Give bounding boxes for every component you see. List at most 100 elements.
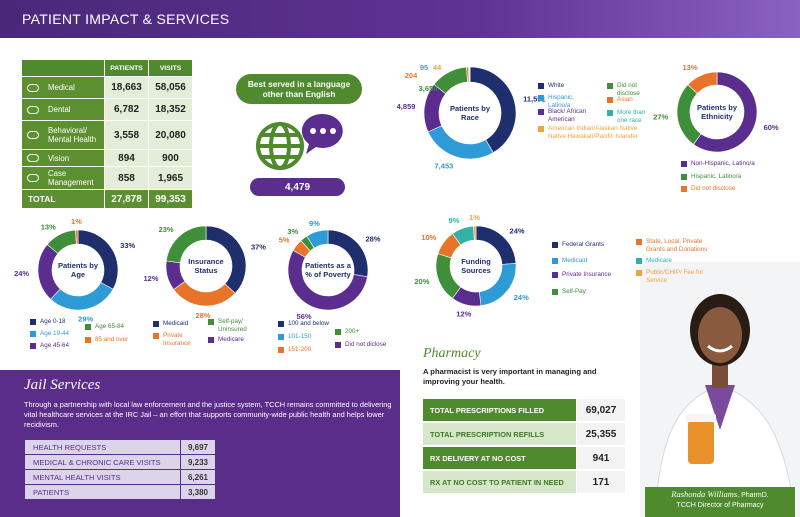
legend-item: 101-150 [278,333,330,341]
row-icon [27,154,39,162]
pharmacy-text: A pharmacist is very important in managi… [423,367,597,386]
chart-title: Patients by Ethnicity [696,103,737,121]
legend-swatch [153,332,159,339]
legend-item: Self-pay/ Uninsured [208,318,258,333]
legend-item: Federal Grants [552,241,622,249]
shape [698,307,742,363]
legend-label: Age 19-44 [40,330,70,337]
legend-swatch [681,173,687,180]
language-label: Best served in a language other than Eng… [247,79,351,99]
legend-label: 100 and below [288,320,329,327]
legend-label: Medicare [218,336,244,343]
legend-item: 151-200 [278,346,330,354]
pharmacy-title: Pharmacy [423,346,481,361]
value-label: 13% [41,222,56,231]
legend-item: Did not disclose [607,82,657,97]
column-header: VISITS [149,60,192,76]
value-label: 204 [405,71,418,80]
legend-swatch [30,318,36,325]
legend-swatch [607,96,613,103]
value-label: 9% [309,219,320,228]
legend-label: Did not disclose [691,185,736,192]
legend-item: Age 65-84 [85,323,135,331]
row-label: TOTAL [22,190,104,208]
legend-swatch [85,336,91,343]
legend-swatch [278,346,284,353]
value-label: 33% [120,241,135,250]
legend-item: State, Local, Private Grants and Donatio… [636,238,721,253]
value-label: 37% [251,243,266,252]
legend-label: 200+ [345,328,360,335]
legend-label: Private Insurance [562,271,612,278]
pharmacy-row-value: 25,355 [577,423,625,445]
value-label: 95 [420,63,428,72]
globe-icon [256,122,304,170]
value-label: 12% [144,274,159,283]
legend-label: American Indian/Alaskan Native Native Ha… [548,125,638,140]
legend-item: Medicare [208,336,258,344]
legend-label: Self-pay/ Uninsured [218,318,247,333]
shape [707,344,733,353]
jail-title: Jail Services [24,377,101,393]
legend-swatch [153,320,159,327]
legend-swatch [681,160,687,167]
row-value: 99,353 [149,190,192,208]
legend-swatch [636,257,642,264]
legend-swatch [552,288,558,295]
value-label: 24% [510,226,525,235]
legend-label: State, Local, Private Grants and Donatio… [646,238,708,253]
value-label: 56% [297,312,312,321]
value-label: 12% [456,309,471,318]
legend-item: Non-Hispanic, Latino/a [681,160,771,168]
value-label: 10% [421,233,436,242]
legend-swatch [278,333,284,340]
legend-label: Federal Grants [562,241,604,248]
caption-line: Rashonda Williams, PharmD. [645,489,795,499]
value-label: 60% [764,123,779,132]
chart-title: Funding Sources [461,257,491,275]
legend-label: Public/CHIP/ Fee for Service [646,269,704,284]
legend-swatch [278,320,284,327]
legend-item: 100 and below [278,320,330,328]
value-label: 3% [287,227,298,236]
legend-item: Public/CHIP/ Fee for Service [636,269,706,284]
legend-swatch [681,185,687,192]
caption-box [645,487,795,517]
jail-row-value: 6,261 [181,470,215,484]
count-pill [250,178,345,196]
legend-item: American Indian/Alaskan Native Native Ha… [538,125,648,140]
donut-segment [306,229,329,249]
value-label: 1% [469,213,480,222]
shape [688,420,714,464]
value-label: 1% [71,217,82,226]
row-label: Case Management [22,167,104,189]
pharmacy-row-value: 171 [577,471,625,493]
value-label: 7,453 [435,161,454,170]
pharmacist-photo [640,262,800,517]
pharmacy-row-value: 941 [577,447,625,469]
value-label: 24% [14,269,29,278]
legend-swatch [538,108,544,115]
page-title: PATIENT IMPACT & SERVICES [22,11,230,27]
language-pill [236,74,362,104]
legend-swatch [552,241,558,248]
shape [705,385,735,430]
legend-label: Medicaid [562,257,588,264]
language-count: 4,479 [284,181,311,193]
shape [262,133,298,159]
header-band: PATIENT IMPACT & SERVICES [0,0,800,38]
legend-item: 200+ [335,328,385,336]
value-label: 4,859 [397,102,416,111]
legend-swatch [335,341,341,348]
legend-swatch [85,323,91,330]
pharmacy-row-value: 69,027 [577,399,625,421]
value-label: 13% [683,63,698,72]
legend-item: Age 19-44 [30,330,82,338]
value-label: 24% [514,293,529,302]
legend-swatch [538,94,544,101]
value-label: 29% [78,314,93,323]
row-icon [27,83,39,92]
legend-label: More than one race [617,109,646,124]
donut-segment [50,282,114,311]
legend-item: 85 and over [85,336,135,344]
